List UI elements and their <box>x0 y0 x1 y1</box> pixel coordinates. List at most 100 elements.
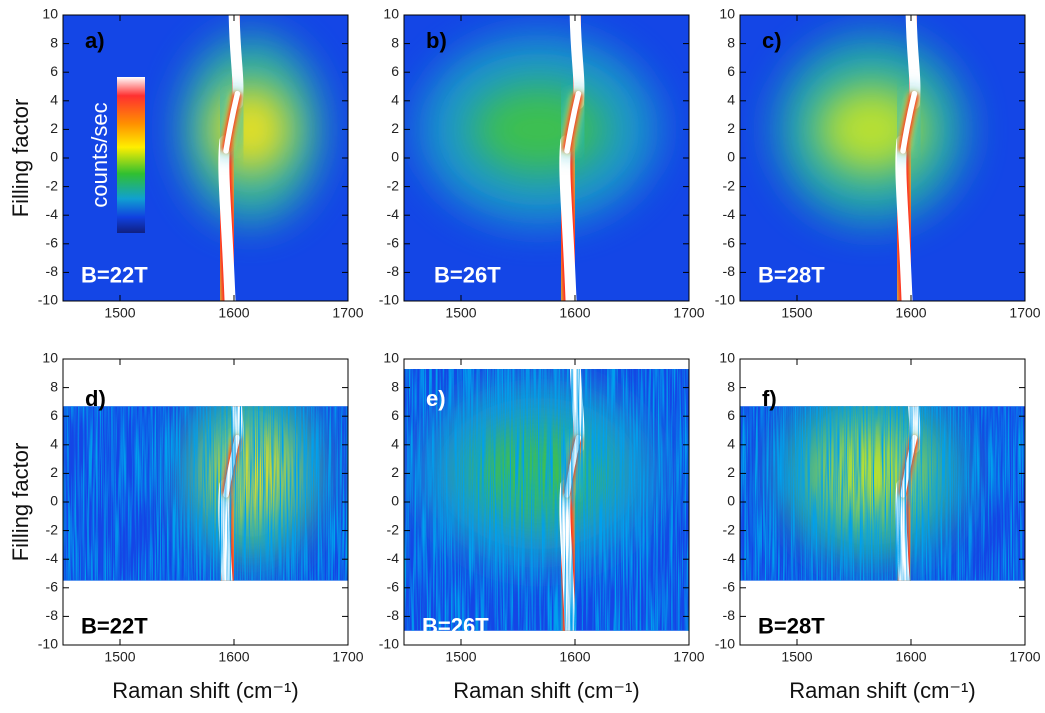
y-tick-label: 6 <box>50 63 58 79</box>
y-tick-label: -6 <box>46 579 59 595</box>
heatmap-noise <box>63 406 348 581</box>
y-tick-label: 8 <box>727 34 735 50</box>
y-tick-label: -6 <box>46 235 59 251</box>
panel: 1500 1600 1700 -10 -8 -6 -4 -2 0 2 4 6 8 10 e) B=26T Ram… <box>379 350 705 703</box>
y-tick-label: 10 <box>383 6 399 22</box>
x-tick-label: 1500 <box>445 305 476 321</box>
x-axis-title: Raman shift (cm⁻¹) <box>789 678 975 703</box>
heatmap-line <box>900 90 918 154</box>
x-tick-label: 1600 <box>218 649 249 665</box>
y-tick-label: -6 <box>387 235 400 251</box>
y-tick-label: 0 <box>727 149 735 165</box>
y-tick-label: 0 <box>50 493 58 509</box>
y-tick-label: 8 <box>391 378 399 394</box>
y-tick-label: 0 <box>391 493 399 509</box>
y-tick-label: 8 <box>727 378 735 394</box>
y-tick-label: -6 <box>387 579 400 595</box>
panel: 1500 1600 1700 -10 -8 -6 -4 -2 0 2 4 6 8 10 b) B=26T <box>379 6 705 321</box>
x-tick-label: 1500 <box>781 649 812 665</box>
y-tick-label: 6 <box>391 407 399 423</box>
heatmap-line <box>905 15 921 110</box>
field-label: B=22T <box>81 263 148 288</box>
heatmap <box>740 15 1025 301</box>
y-tick-label: 8 <box>50 378 58 394</box>
heatmap-line <box>223 90 241 154</box>
y-tick-label: -2 <box>723 521 736 537</box>
y-tick-label: -10 <box>38 636 58 652</box>
y-tick-label: -10 <box>379 292 399 308</box>
x-tick-label: 1600 <box>559 305 590 321</box>
y-tick-label: -10 <box>715 292 735 308</box>
y-tick-label: 0 <box>391 149 399 165</box>
y-tick-label: -10 <box>379 636 399 652</box>
y-tick-label: -8 <box>723 607 736 623</box>
x-tick-label: 1700 <box>1009 649 1040 665</box>
y-tick-label: 8 <box>50 34 58 50</box>
heatmap-noise <box>404 369 689 631</box>
panel-label: b) <box>426 28 447 53</box>
y-tick-label: 2 <box>727 464 735 480</box>
y-tick-label: 6 <box>50 407 58 423</box>
y-tick-label: 4 <box>727 92 735 108</box>
y-tick-label: 10 <box>42 350 58 366</box>
x-tick-label: 1700 <box>1009 305 1040 321</box>
y-tick-label: 4 <box>391 436 399 452</box>
x-tick-label: 1500 <box>445 649 476 665</box>
y-tick-label: 2 <box>50 120 58 136</box>
y-tick-label: 2 <box>727 120 735 136</box>
panel: 1500 1600 1700 -10 -8 -6 -4 -2 0 2 4 6 8 10 c) B=28T <box>715 6 1041 321</box>
x-tick-label: 1500 <box>104 305 135 321</box>
heatmap <box>740 406 1025 581</box>
y-tick-label: 6 <box>727 63 735 79</box>
x-tick-label: 1700 <box>673 305 704 321</box>
y-tick-label: -4 <box>46 206 59 222</box>
x-tick-label: 1600 <box>895 305 926 321</box>
field-label: B=26T <box>434 263 501 288</box>
y-tick-label: 10 <box>719 350 735 366</box>
heatmap <box>404 369 689 631</box>
heatmap-line <box>564 90 582 154</box>
panel-label: a) <box>85 28 105 53</box>
field-label: B=26T <box>422 614 489 639</box>
colorbar <box>117 77 145 233</box>
y-tick-label: -8 <box>387 607 400 623</box>
panel: 1500 1600 1700 -10 -8 -6 -4 -2 0 2 4 6 8 10 d) B=22T Fil… <box>8 350 364 703</box>
y-axis-title: Filling factor <box>8 99 33 218</box>
x-tick-label: 1700 <box>673 649 704 665</box>
field-label: B=22T <box>81 614 148 639</box>
y-tick-label: -8 <box>46 263 59 279</box>
y-tick-label: 2 <box>50 464 58 480</box>
y-tick-label: -4 <box>723 550 736 566</box>
y-tick-label: 6 <box>727 407 735 423</box>
y-tick-label: -8 <box>723 263 736 279</box>
y-tick-label: -2 <box>46 177 59 193</box>
y-tick-label: -8 <box>46 607 59 623</box>
x-tick-label: 1700 <box>332 305 363 321</box>
y-tick-label: 8 <box>391 34 399 50</box>
y-tick-label: 2 <box>391 120 399 136</box>
y-tick-label: -6 <box>723 235 736 251</box>
y-tick-label: 6 <box>391 63 399 79</box>
y-tick-label: 0 <box>727 493 735 509</box>
panel-label: c) <box>762 28 782 53</box>
y-tick-label: -2 <box>387 521 400 537</box>
y-tick-label: 4 <box>727 436 735 452</box>
x-axis-title: Raman shift (cm⁻¹) <box>453 678 639 703</box>
x-tick-label: 1500 <box>104 649 135 665</box>
y-tick-label: -6 <box>723 579 736 595</box>
heatmap-noise <box>740 406 1025 581</box>
panel-label: e) <box>426 386 446 411</box>
y-tick-label: -2 <box>46 521 59 537</box>
y-tick-label: -2 <box>387 177 400 193</box>
y-tick-label: -10 <box>38 292 58 308</box>
heatmap-line <box>569 15 585 110</box>
x-tick-label: 1700 <box>332 649 363 665</box>
y-tick-label: 4 <box>50 92 58 108</box>
x-tick-label: 1600 <box>895 649 926 665</box>
y-tick-label: 4 <box>391 92 399 108</box>
field-label: B=28T <box>758 263 825 288</box>
y-tick-label: 4 <box>50 436 58 452</box>
panel-label: d) <box>85 386 106 411</box>
y-tick-label: -8 <box>387 263 400 279</box>
